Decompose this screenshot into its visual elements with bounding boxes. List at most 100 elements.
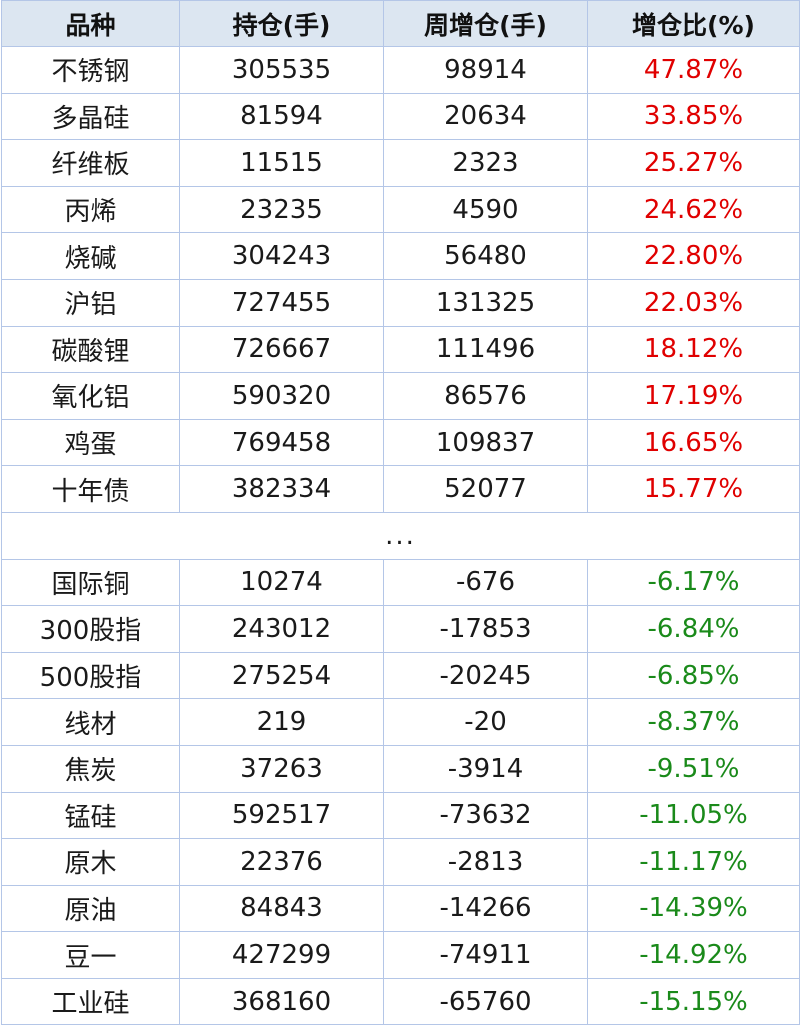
table-row: 不锈钢 305535 98914 47.87% bbox=[1, 46, 800, 94]
variety-cell: 300股指 bbox=[1, 605, 180, 653]
ratio-cell: -6.84% bbox=[587, 605, 800, 653]
chg-cell: -3914 bbox=[383, 744, 588, 793]
table-row: 十年债 382334 52077 15.77% bbox=[1, 465, 800, 513]
chg-cell: 131325 bbox=[383, 278, 588, 327]
chg-cell: 52077 bbox=[383, 465, 588, 513]
ratio-cell: 25.27% bbox=[587, 139, 800, 187]
ratio-cell: -6.85% bbox=[587, 651, 800, 700]
variety-cell: 锰硅 bbox=[1, 791, 180, 840]
table-row: 纤维板 11515 2323 25.27% bbox=[1, 139, 800, 187]
chg-cell: 98914 bbox=[383, 46, 588, 94]
ratio-cell: -6.17% bbox=[587, 558, 800, 607]
chg-cell: 20634 bbox=[383, 92, 588, 141]
variety-cell: 500股指 bbox=[1, 651, 180, 700]
variety-cell: 国际铜 bbox=[1, 558, 180, 607]
chg-cell: 111496 bbox=[383, 325, 588, 374]
chg-cell: -676 bbox=[383, 558, 588, 607]
table-row: 氧化铝 590320 86576 17.19% bbox=[1, 372, 800, 420]
chg-cell: -65760 bbox=[383, 977, 588, 1026]
separator-row: ... bbox=[1, 511, 800, 560]
table-row: 原油 84843 -14266 -14.39% bbox=[1, 884, 800, 933]
header-row: 品种 持仓(手) 周增仓(手) 增仓比(%) bbox=[1, 0, 800, 47]
oi-cell: 427299 bbox=[179, 931, 384, 979]
table-row: 沪铝 727455 131325 22.03% bbox=[1, 278, 800, 327]
table-row: 国际铜 10274 -676 -6.17% bbox=[1, 558, 800, 607]
table-row: 工业硅 368160 -65760 -15.15% bbox=[1, 977, 800, 1026]
table-row: 碳酸锂 726667 111496 18.12% bbox=[1, 325, 800, 374]
ratio-cell: -14.92% bbox=[587, 931, 800, 979]
chg-cell: -73632 bbox=[383, 791, 588, 840]
table-body: 不锈钢 305535 98914 47.87% 多晶硅 81594 20634 33.85%… bbox=[1, 46, 800, 1026]
chg-cell: -74911 bbox=[383, 931, 588, 979]
table-row: 烧碱 304243 56480 22.80% bbox=[1, 232, 800, 280]
variety-cell: 碳酸锂 bbox=[1, 325, 180, 374]
ratio-cell: 17.19% bbox=[587, 372, 800, 420]
ratio-cell: 15.77% bbox=[587, 465, 800, 513]
oi-cell: 37263 bbox=[179, 744, 384, 793]
ratio-cell: 22.03% bbox=[587, 278, 800, 327]
ratio-cell: 24.62% bbox=[587, 185, 800, 234]
variety-cell: 纤维板 bbox=[1, 139, 180, 187]
oi-cell: 590320 bbox=[179, 372, 384, 420]
oi-cell: 23235 bbox=[179, 185, 384, 234]
table-row: 焦炭 37263 -3914 -9.51% bbox=[1, 744, 800, 793]
table-row: 锰硅 592517 -73632 -11.05% bbox=[1, 791, 800, 840]
header-open-interest: 持仓(手) bbox=[179, 0, 384, 47]
ratio-cell: 22.80% bbox=[587, 232, 800, 280]
ratio-cell: 33.85% bbox=[587, 92, 800, 141]
ratio-cell: -8.37% bbox=[587, 698, 800, 746]
variety-cell: 多晶硅 bbox=[1, 92, 180, 141]
table-row: 丙烯 23235 4590 24.62% bbox=[1, 185, 800, 234]
ellipsis-cell: ... bbox=[1, 511, 800, 560]
oi-cell: 305535 bbox=[179, 46, 384, 94]
ratio-cell: -15.15% bbox=[587, 977, 800, 1026]
oi-cell: 81594 bbox=[179, 92, 384, 141]
oi-cell: 726667 bbox=[179, 325, 384, 374]
chg-cell: -14266 bbox=[383, 884, 588, 933]
header-weekly-increase: 周增仓(手) bbox=[383, 0, 588, 47]
oi-cell: 219 bbox=[179, 698, 384, 746]
chg-cell: 56480 bbox=[383, 232, 588, 280]
variety-cell: 原木 bbox=[1, 838, 180, 886]
variety-cell: 线材 bbox=[1, 698, 180, 746]
oi-cell: 11515 bbox=[179, 139, 384, 187]
table-header: 品种 持仓(手) 周增仓(手) 增仓比(%) bbox=[1, 0, 800, 47]
chg-cell: -20 bbox=[383, 698, 588, 746]
ratio-cell: 47.87% bbox=[587, 46, 800, 94]
variety-cell: 不锈钢 bbox=[1, 46, 180, 94]
header-increase-ratio: 增仓比(%) bbox=[587, 0, 800, 47]
oi-cell: 382334 bbox=[179, 465, 384, 513]
variety-cell: 沪铝 bbox=[1, 278, 180, 327]
oi-cell: 368160 bbox=[179, 977, 384, 1026]
oi-cell: 304243 bbox=[179, 232, 384, 280]
chg-cell: 4590 bbox=[383, 185, 588, 234]
oi-cell: 22376 bbox=[179, 838, 384, 886]
ratio-cell: -9.51% bbox=[587, 744, 800, 793]
table-row: 多晶硅 81594 20634 33.85% bbox=[1, 92, 800, 141]
ratio-cell: -11.17% bbox=[587, 838, 800, 886]
table-row: 原木 22376 -2813 -11.17% bbox=[1, 838, 800, 886]
variety-cell: 工业硅 bbox=[1, 977, 180, 1026]
chg-cell: -20245 bbox=[383, 651, 588, 700]
oi-cell: 84843 bbox=[179, 884, 384, 933]
table-row: 线材 219 -20 -8.37% bbox=[1, 698, 800, 746]
chg-cell: 86576 bbox=[383, 372, 588, 420]
table-row: 豆一 427299 -74911 -14.92% bbox=[1, 931, 800, 979]
chg-cell: -17853 bbox=[383, 605, 588, 653]
table-row: 鸡蛋 769458 109837 16.65% bbox=[1, 418, 800, 467]
oi-cell: 727455 bbox=[179, 278, 384, 327]
variety-cell: 焦炭 bbox=[1, 744, 180, 793]
chg-cell: 109837 bbox=[383, 418, 588, 467]
table-row: 300股指 243012 -17853 -6.84% bbox=[1, 605, 800, 653]
variety-cell: 鸡蛋 bbox=[1, 418, 180, 467]
ratio-cell: 18.12% bbox=[587, 325, 800, 374]
oi-cell: 592517 bbox=[179, 791, 384, 840]
table-row: 500股指 275254 -20245 -6.85% bbox=[1, 651, 800, 700]
ratio-cell: -11.05% bbox=[587, 791, 800, 840]
variety-cell: 丙烯 bbox=[1, 185, 180, 234]
ratio-cell: -14.39% bbox=[587, 884, 800, 933]
oi-cell: 769458 bbox=[179, 418, 384, 467]
chg-cell: -2813 bbox=[383, 838, 588, 886]
variety-cell: 氧化铝 bbox=[1, 372, 180, 420]
